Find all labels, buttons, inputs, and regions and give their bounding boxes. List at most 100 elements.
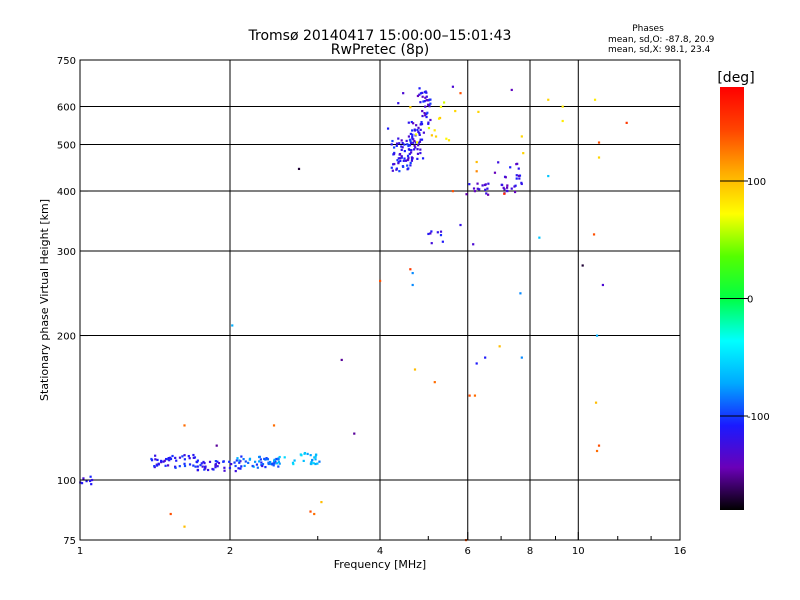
- echo-point: [243, 464, 246, 468]
- echo-point: [419, 148, 422, 151]
- echo-point: [313, 456, 316, 459]
- echo-point: [505, 186, 509, 189]
- echo-point: [420, 121, 423, 124]
- echo-point: [239, 467, 242, 470]
- echo-point: [273, 459, 276, 462]
- echo-point: [300, 454, 303, 457]
- echo-point: [264, 465, 267, 469]
- echo-point: [316, 462, 319, 465]
- echo-point: [422, 131, 425, 134]
- echo-point-positive-phase: [597, 156, 601, 159]
- echo-point: [240, 465, 243, 468]
- colorbar-tick-label: 0: [747, 295, 753, 306]
- echo-point-positive-phase: [442, 101, 446, 104]
- echo-point: [409, 141, 413, 145]
- echo-point: [89, 479, 92, 483]
- echo-point: [396, 159, 399, 162]
- echo-point: [242, 457, 245, 461]
- echo-point: [595, 334, 599, 337]
- echo-point: [429, 118, 432, 122]
- echo-point-positive-phase: [594, 401, 598, 404]
- echo-point: [538, 236, 541, 239]
- echo-point-positive-phase: [415, 141, 419, 144]
- echo-point: [150, 457, 153, 461]
- echo-point: [156, 464, 159, 467]
- echo-point: [481, 184, 484, 187]
- echo-point: [353, 432, 356, 435]
- echo-point: [504, 176, 507, 179]
- echo-point: [292, 462, 295, 466]
- echo-point-positive-phase: [595, 449, 599, 453]
- echo-point-positive-phase: [547, 98, 550, 101]
- echo-point: [520, 182, 523, 186]
- y-axis-label: Stationary phase Virtual Height [km]: [38, 199, 51, 401]
- echo-point: [275, 462, 279, 465]
- echo-point: [244, 460, 247, 463]
- echo-point-positive-phase: [414, 133, 418, 136]
- echo-point-positive-phase: [379, 279, 382, 283]
- echo-point: [439, 234, 443, 237]
- echo-point: [418, 93, 421, 96]
- echo-point: [427, 122, 430, 125]
- echo-point-positive-phase: [625, 121, 628, 124]
- echo-point: [417, 126, 420, 129]
- echo-point: [160, 459, 163, 463]
- echo-point: [395, 142, 399, 145]
- echo-point: [166, 458, 169, 461]
- echo-point: [601, 283, 605, 287]
- echo-point: [476, 182, 479, 185]
- echo-point: [400, 145, 403, 148]
- echo-point: [493, 171, 497, 174]
- echo-point-positive-phase: [313, 512, 316, 516]
- echo-point: [427, 103, 430, 106]
- echo-point: [236, 457, 239, 460]
- echo-point: [427, 121, 430, 124]
- echo-point: [230, 462, 233, 466]
- echo-point: [222, 460, 225, 463]
- echo-point: [500, 183, 503, 186]
- echo-point: [425, 115, 428, 119]
- echo-point: [425, 112, 428, 116]
- phase-colorbar: [deg] 100 0 -100: [717, 70, 770, 510]
- echo-point: [436, 231, 439, 234]
- echo-point: [340, 358, 343, 362]
- echo-point: [233, 461, 236, 464]
- echo-point: [398, 142, 401, 145]
- echo-point-positive-phase: [561, 119, 564, 123]
- echo-point: [196, 465, 199, 468]
- echo-point: [293, 459, 296, 462]
- echo-point: [517, 167, 520, 170]
- echo-point: [407, 135, 411, 138]
- echo-point: [430, 242, 433, 245]
- echo-point-positive-phase: [183, 525, 186, 528]
- echo-point: [277, 460, 280, 464]
- echo-point: [234, 464, 237, 468]
- echo-point: [421, 114, 424, 118]
- echo-point: [413, 144, 416, 147]
- echo-point: [484, 356, 487, 359]
- echo-point: [171, 454, 174, 458]
- echo-point: [411, 271, 414, 275]
- echo-point-positive-phase: [597, 444, 601, 447]
- echo-point: [441, 240, 444, 243]
- echo-point: [407, 121, 410, 124]
- echo-point-positive-phase: [433, 129, 436, 132]
- y-tick-label: 750: [57, 56, 76, 67]
- echo-point: [260, 461, 263, 464]
- echo-point: [403, 149, 406, 153]
- x-tick-label: 16: [674, 546, 687, 557]
- echo-point: [401, 141, 404, 145]
- echo-point: [201, 465, 204, 468]
- echo-point: [192, 453, 195, 457]
- echo-point-positive-phase: [597, 141, 601, 144]
- echo-point: [413, 128, 416, 131]
- echo-point: [421, 109, 424, 113]
- echo-point-positive-phase: [413, 368, 417, 371]
- echo-point: [407, 148, 410, 151]
- echo-point: [519, 292, 522, 295]
- y-tick-label: 75: [63, 536, 76, 547]
- echo-point: [167, 456, 170, 460]
- x-axis-ticks: 1 2 4 6 8 10 16: [77, 532, 687, 557]
- echo-point: [428, 98, 431, 101]
- echo-point: [273, 462, 276, 465]
